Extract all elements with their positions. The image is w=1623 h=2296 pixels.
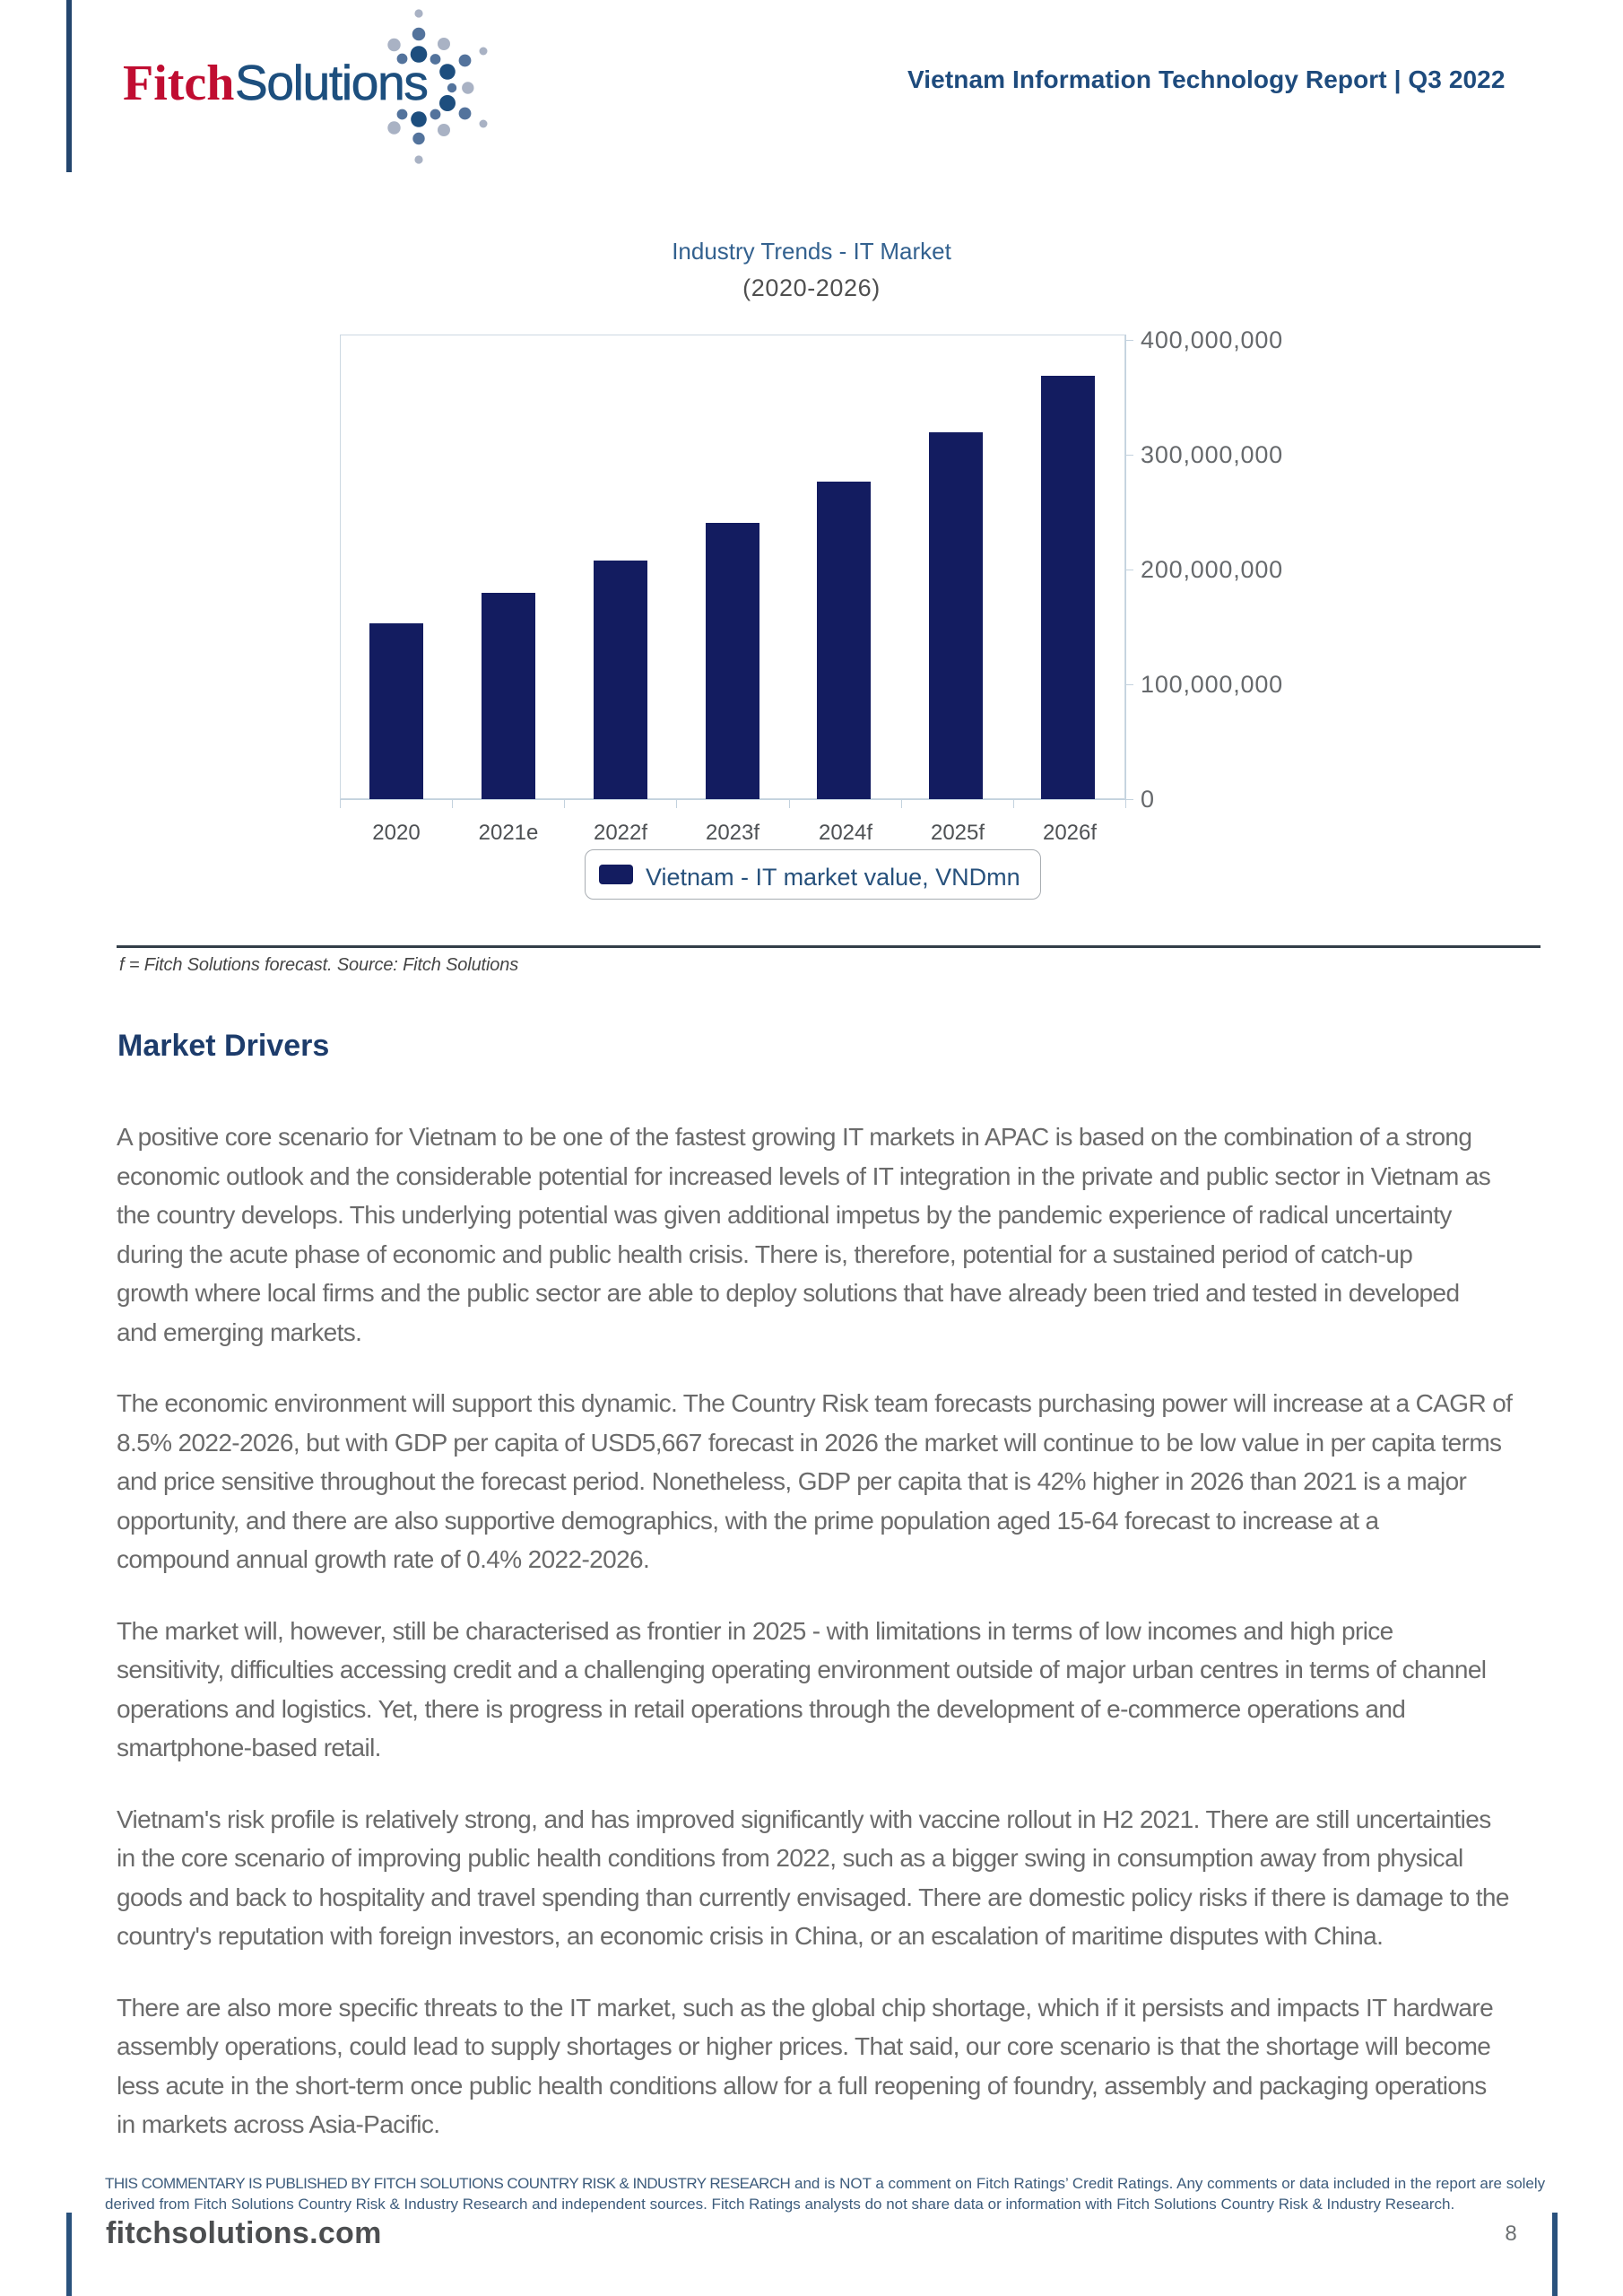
svg-text:Solutions: Solutions (235, 55, 428, 110)
svg-text:Fitch: Fitch (123, 56, 234, 111)
